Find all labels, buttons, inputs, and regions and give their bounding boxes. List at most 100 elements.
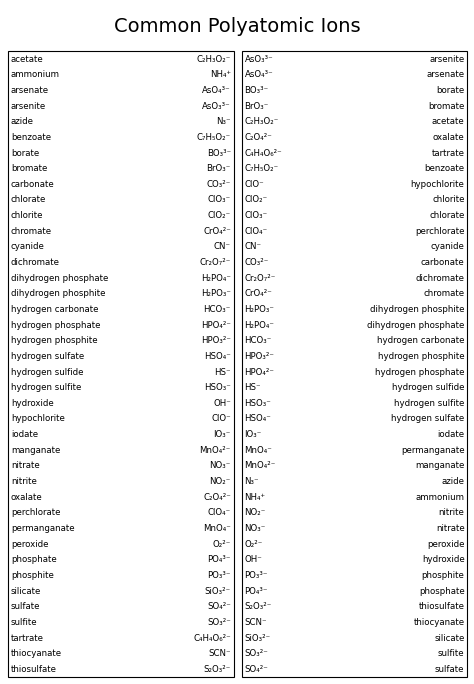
Text: silicate: silicate — [11, 587, 41, 596]
Text: permanganate: permanganate — [11, 524, 74, 533]
Text: HSO₃⁻: HSO₃⁻ — [245, 399, 271, 408]
Text: bromate: bromate — [11, 164, 47, 173]
Text: hypochlorite: hypochlorite — [410, 180, 465, 189]
Text: N₃⁻: N₃⁻ — [245, 477, 259, 486]
Text: tartrate: tartrate — [431, 148, 465, 157]
Text: NO₂⁻: NO₂⁻ — [245, 508, 266, 517]
Text: ammonium: ammonium — [11, 70, 60, 79]
Text: sulfate: sulfate — [11, 602, 40, 611]
Text: C₇H₅O₂⁻: C₇H₅O₂⁻ — [197, 133, 231, 142]
Text: ClO₄⁻: ClO₄⁻ — [245, 226, 268, 236]
Text: hydroxide: hydroxide — [422, 555, 465, 564]
Text: peroxide: peroxide — [11, 540, 48, 549]
Text: AsO₄³⁻: AsO₄³⁻ — [245, 70, 273, 79]
Text: chromate: chromate — [11, 226, 52, 236]
Text: CrO₄²⁻: CrO₄²⁻ — [203, 226, 231, 236]
Text: C₂O₄²⁻: C₂O₄²⁻ — [203, 492, 231, 502]
Text: BO₃³⁻: BO₃³⁻ — [207, 148, 231, 157]
Text: thiocyanate: thiocyanate — [413, 618, 465, 627]
Text: phosphite: phosphite — [422, 571, 465, 580]
Text: AsO₄³⁻: AsO₄³⁻ — [202, 86, 231, 95]
Text: ClO⁻: ClO⁻ — [245, 180, 264, 189]
Text: CO₃²⁻: CO₃²⁻ — [245, 258, 269, 267]
Text: dichromate: dichromate — [416, 274, 465, 282]
Text: HS⁻: HS⁻ — [245, 383, 261, 392]
Text: ClO₄⁻: ClO₄⁻ — [208, 508, 231, 517]
Text: nitrite: nitrite — [11, 477, 37, 486]
Text: HCO₃⁻: HCO₃⁻ — [204, 305, 231, 314]
Text: iodate: iodate — [438, 430, 465, 439]
Text: sulfate: sulfate — [435, 665, 465, 674]
Text: C₂H₃O₂⁻: C₂H₃O₂⁻ — [245, 117, 279, 127]
Text: carbonate: carbonate — [421, 258, 465, 267]
Text: manganate: manganate — [11, 446, 60, 455]
Text: MnO₄²⁻: MnO₄²⁻ — [200, 446, 231, 455]
Text: S₂O₃²⁻: S₂O₃²⁻ — [204, 665, 231, 674]
Text: hydrogen phosphate: hydrogen phosphate — [11, 321, 100, 330]
Text: iodate: iodate — [11, 430, 38, 439]
Text: MnO₄⁻: MnO₄⁻ — [245, 446, 273, 455]
Text: BrO₃⁻: BrO₃⁻ — [245, 101, 269, 111]
Text: hydroxide: hydroxide — [11, 399, 54, 408]
Text: NO₂⁻: NO₂⁻ — [210, 477, 231, 486]
Text: dihydrogen phosphite: dihydrogen phosphite — [370, 305, 465, 314]
Text: SO₄²⁻: SO₄²⁻ — [245, 665, 268, 674]
Text: arsenite: arsenite — [429, 55, 465, 64]
Text: silicate: silicate — [434, 633, 465, 642]
Text: S₂O₃²⁻: S₂O₃²⁻ — [245, 602, 272, 611]
Text: BO₃³⁻: BO₃³⁻ — [245, 86, 269, 95]
Text: AsO₃³⁻: AsO₃³⁻ — [245, 55, 273, 64]
Text: tartrate: tartrate — [11, 633, 44, 642]
Text: AsO₃³⁻: AsO₃³⁻ — [202, 101, 231, 111]
Text: OH⁻: OH⁻ — [213, 399, 231, 408]
Text: IO₃⁻: IO₃⁻ — [245, 430, 262, 439]
Text: hydrogen sulfate: hydrogen sulfate — [391, 415, 465, 423]
Text: chlorite: chlorite — [432, 196, 465, 205]
Text: cyanide: cyanide — [11, 242, 45, 252]
Text: arsenate: arsenate — [11, 86, 49, 95]
Text: hydrogen phosphite: hydrogen phosphite — [11, 337, 98, 345]
Text: HS⁻: HS⁻ — [214, 367, 231, 377]
Text: SO₃²⁻: SO₃²⁻ — [207, 618, 231, 627]
Text: hydrogen sulfate: hydrogen sulfate — [11, 352, 84, 361]
Text: nitrite: nitrite — [438, 508, 465, 517]
Text: HPO₃²⁻: HPO₃²⁻ — [245, 352, 274, 361]
Text: OH⁻: OH⁻ — [245, 555, 262, 564]
Text: perchlorate: perchlorate — [415, 226, 465, 236]
Text: BrO₃⁻: BrO₃⁻ — [207, 164, 231, 173]
Text: SO₃²⁻: SO₃²⁻ — [245, 649, 268, 658]
Text: sulfite: sulfite — [11, 618, 37, 627]
Text: cyanide: cyanide — [431, 242, 465, 252]
Text: SiO₃²⁻: SiO₃²⁻ — [205, 587, 231, 596]
Text: PO₄³⁻: PO₄³⁻ — [245, 587, 268, 596]
Text: O₂²⁻: O₂²⁻ — [212, 540, 231, 549]
Text: chlorite: chlorite — [11, 211, 44, 220]
Text: carbonate: carbonate — [11, 180, 55, 189]
Text: hydrogen carbonate: hydrogen carbonate — [377, 337, 465, 345]
Text: H₂PO₃⁻: H₂PO₃⁻ — [201, 289, 231, 298]
Text: C₇H₅O₂⁻: C₇H₅O₂⁻ — [245, 164, 279, 173]
Text: IO₃⁻: IO₃⁻ — [214, 430, 231, 439]
Text: HPO₄²⁻: HPO₄²⁻ — [201, 321, 231, 330]
Text: arsenite: arsenite — [11, 101, 46, 111]
Text: hypochlorite: hypochlorite — [11, 415, 65, 423]
Text: SO₄²⁻: SO₄²⁻ — [207, 602, 231, 611]
Text: phosphate: phosphate — [419, 587, 465, 596]
Text: oxalate: oxalate — [433, 133, 465, 142]
Text: MnO₄²⁻: MnO₄²⁻ — [245, 462, 276, 471]
Text: ClO₂⁻: ClO₂⁻ — [208, 211, 231, 220]
Text: benzoate: benzoate — [424, 164, 465, 173]
Text: PO₃³⁻: PO₃³⁻ — [208, 571, 231, 580]
Text: hydrogen carbonate: hydrogen carbonate — [11, 305, 99, 314]
Text: bromate: bromate — [428, 101, 465, 111]
Text: N₃⁻: N₃⁻ — [216, 117, 231, 127]
Bar — [242, 51, 467, 677]
Text: CN⁻: CN⁻ — [245, 242, 262, 252]
Text: permanganate: permanganate — [401, 446, 465, 455]
Text: borate: borate — [11, 148, 39, 157]
Text: PO₃³⁻: PO₃³⁻ — [245, 571, 268, 580]
Text: perchlorate: perchlorate — [11, 508, 60, 517]
Text: dichromate: dichromate — [11, 258, 60, 267]
Text: ClO₃⁻: ClO₃⁻ — [245, 211, 268, 220]
Text: C₄H₄O₆²⁻: C₄H₄O₆²⁻ — [193, 633, 231, 642]
